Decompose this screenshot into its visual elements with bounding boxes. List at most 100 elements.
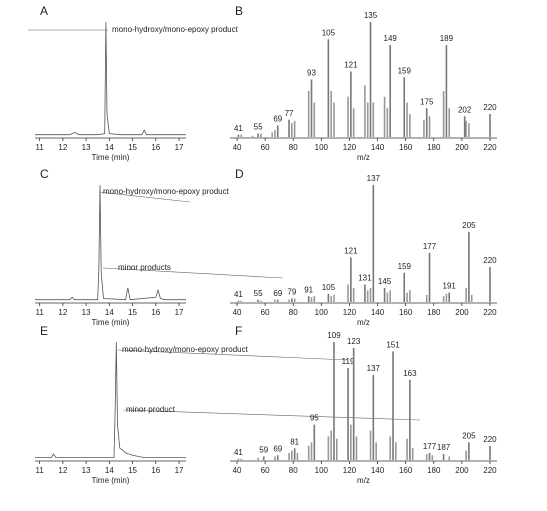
spectrum-bar xyxy=(288,299,290,302)
peak-label: 202 xyxy=(458,105,472,114)
spectrum-bar xyxy=(463,116,466,137)
spectrum-bar xyxy=(389,290,391,302)
x-tick-label: 200 xyxy=(455,466,469,475)
spectrum-bar xyxy=(409,114,411,137)
x-tick-label: 14 xyxy=(105,308,114,317)
peak-label: 177 xyxy=(423,442,437,451)
x-tick-label: 80 xyxy=(289,466,298,475)
peak-label: 123 xyxy=(347,337,361,346)
peak-label: 131 xyxy=(358,274,372,283)
peak-label: 191 xyxy=(443,282,457,291)
spectrum-bar xyxy=(411,448,414,460)
peak-label: 205 xyxy=(462,221,476,230)
spectrum-bar xyxy=(274,456,276,460)
x-tick-label: 140 xyxy=(371,466,385,475)
x-axis-label: Time (min) xyxy=(92,476,130,485)
peak-label: 159 xyxy=(398,262,412,271)
spectrum-bar xyxy=(442,296,445,302)
spectrum-bar xyxy=(366,290,369,302)
spectrum-bar xyxy=(276,455,279,460)
x-tick-label: 11 xyxy=(35,466,44,475)
spectrum-bar xyxy=(330,91,332,137)
spectrum-bar xyxy=(406,438,408,460)
peak-label: 119 xyxy=(342,357,355,366)
spectrum-bar xyxy=(293,298,296,302)
x-tick-label: 180 xyxy=(427,466,441,475)
panel-letter: B xyxy=(235,4,243,18)
spectrum-bar xyxy=(448,108,451,137)
x-tick-label: 13 xyxy=(82,308,91,317)
spectrum-bar xyxy=(428,452,431,460)
spectrum-bar xyxy=(465,287,467,302)
peak-label: 220 xyxy=(483,256,497,265)
spectrum-bar xyxy=(313,102,316,137)
annotation-leader xyxy=(102,267,284,279)
spectrum-bar xyxy=(288,119,290,137)
spectrum-bar xyxy=(240,300,243,302)
x-tick-label: 13 xyxy=(82,143,91,152)
spectrum-bar xyxy=(389,436,391,460)
spectrum-bar xyxy=(445,45,448,137)
x-tick-label: 60 xyxy=(261,308,270,317)
peak-label: 91 xyxy=(304,285,313,294)
spectrum-bar xyxy=(347,96,349,137)
spectrum-bar xyxy=(403,77,406,137)
spectrum-bar xyxy=(347,284,349,302)
spectrum-bar xyxy=(392,351,394,460)
spectrum-bar xyxy=(372,102,375,137)
peak-label: 69 xyxy=(273,115,282,124)
spectrum-bar xyxy=(327,293,330,302)
spectrum-bar xyxy=(350,257,352,302)
spectrum-bar xyxy=(369,22,372,137)
x-axis-label: m/z xyxy=(357,318,370,327)
spectrum-bar xyxy=(425,454,428,460)
x-tick-label: 17 xyxy=(175,466,184,475)
x-tick-label: 11 xyxy=(35,143,44,152)
chromatogram-trace xyxy=(35,21,186,136)
peak-label: 79 xyxy=(287,288,296,297)
x-tick-label: 220 xyxy=(483,308,497,317)
spectrum-bar xyxy=(310,297,313,302)
spectrum-bar xyxy=(327,39,330,137)
spectrum-bar xyxy=(442,91,445,137)
x-tick-label: 120 xyxy=(343,466,357,475)
x-tick-label: 160 xyxy=(399,143,413,152)
spectrum-bar xyxy=(425,108,428,137)
spectrum-bar xyxy=(470,294,473,302)
peak-label: 205 xyxy=(462,431,476,440)
x-tick-label: 40 xyxy=(233,308,242,317)
x-tick-label: 200 xyxy=(455,308,469,317)
spectrum-bar xyxy=(293,120,296,137)
peak-label: 163 xyxy=(403,369,417,378)
spectrum-bar xyxy=(409,379,411,460)
x-tick-label: 15 xyxy=(128,308,137,317)
spectrum-bar xyxy=(465,450,467,460)
spectrum-bar xyxy=(489,445,491,460)
spectrum-bar xyxy=(313,296,316,302)
peak-label: 55 xyxy=(254,123,263,132)
x-tick-label: 16 xyxy=(151,308,160,317)
spectrum-bar xyxy=(448,456,451,460)
spectrum-bar xyxy=(409,290,411,302)
x-tick-label: 16 xyxy=(151,466,160,475)
spectrum-bar xyxy=(372,185,375,302)
peak-label: 187 xyxy=(437,443,451,452)
spectrum-bar xyxy=(327,436,330,460)
spectrum-bar xyxy=(336,438,338,460)
spectrum-bar xyxy=(330,430,332,460)
peak-label: 145 xyxy=(378,277,392,286)
spectrum-bar xyxy=(406,292,408,302)
spectrum-bar xyxy=(465,120,467,137)
x-tick-label: 12 xyxy=(58,143,67,152)
annotation: minor product xyxy=(126,405,176,414)
peak-label: 220 xyxy=(483,435,497,444)
spectrum-bar xyxy=(333,342,335,460)
spectrum-bar xyxy=(313,424,316,460)
spectrum-bar xyxy=(395,442,397,460)
spectrum-bar xyxy=(310,79,313,137)
x-axis-label: m/z xyxy=(357,476,370,485)
spectrum-bar xyxy=(296,452,299,460)
spectrum-bar xyxy=(288,452,290,460)
x-axis-label: Time (min) xyxy=(92,153,130,162)
x-tick-label: 100 xyxy=(315,308,329,317)
